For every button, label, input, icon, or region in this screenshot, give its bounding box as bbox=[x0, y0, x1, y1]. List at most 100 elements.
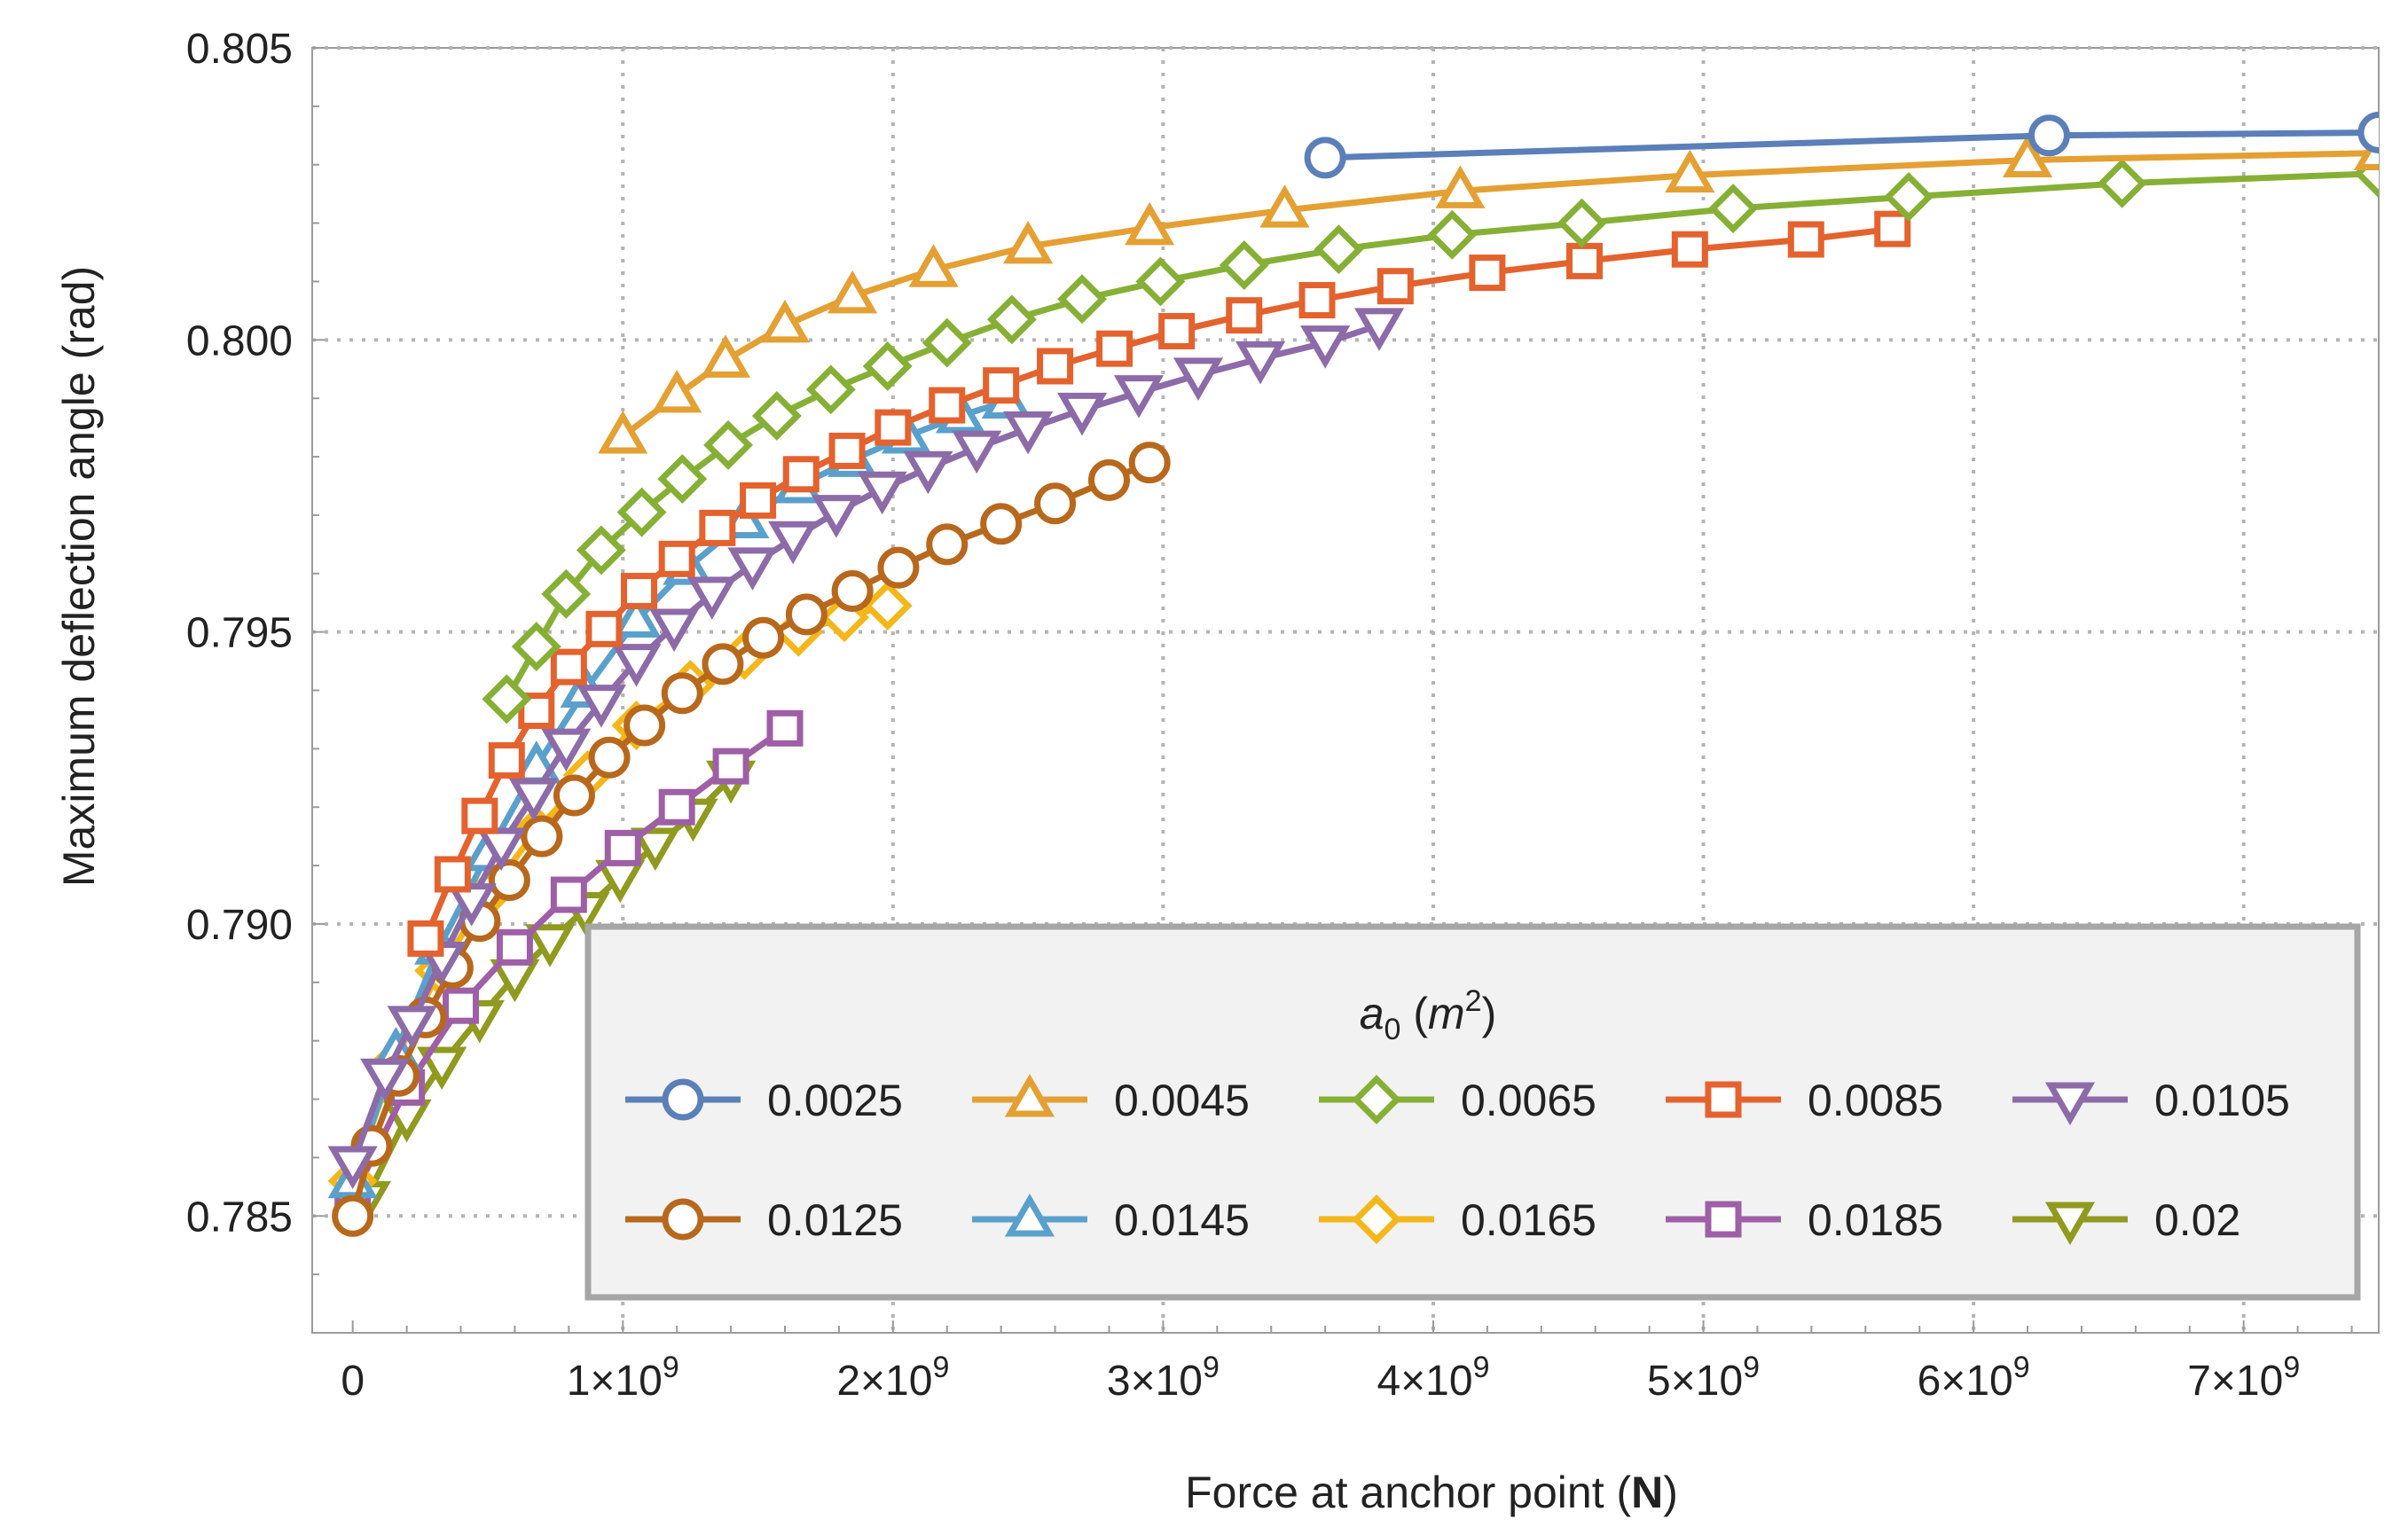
data-point bbox=[903, 450, 953, 495]
data-point bbox=[446, 883, 497, 927]
legend-label: 0.0145 bbox=[1114, 1195, 1250, 1245]
x-tick-label-base: 2×10 bbox=[836, 1358, 932, 1405]
data-point bbox=[1235, 341, 1286, 385]
x-axis-title-unit: N bbox=[1631, 1468, 1663, 1517]
y-tick-label: 0.785 bbox=[186, 1194, 293, 1241]
legend-title-open-paren: ( bbox=[1400, 989, 1428, 1038]
x-tick-label: 6×109 bbox=[1918, 1351, 2030, 1405]
legend-label: 0.0185 bbox=[1808, 1195, 1943, 1245]
data-point bbox=[521, 815, 563, 857]
x-tick-label: 0 bbox=[341, 1358, 365, 1405]
legend-marker bbox=[1004, 1074, 1055, 1117]
data-point bbox=[686, 576, 737, 620]
data-point bbox=[630, 827, 680, 872]
legend-marker bbox=[1352, 1194, 1401, 1244]
data-point bbox=[407, 920, 444, 957]
data-point bbox=[611, 594, 662, 638]
legend-entry-0.0145: 0.0145 bbox=[972, 1194, 1250, 1245]
legend-title: a0 (m2) bbox=[1360, 984, 1497, 1046]
x-tick-label: 3×109 bbox=[1107, 1351, 1220, 1405]
legend-entry-0.0065: 0.0065 bbox=[1319, 1075, 1596, 1125]
series-0.0105 bbox=[327, 308, 1405, 1189]
x-axis-title: Force at anchor point (N) bbox=[1185, 1468, 1678, 1517]
data-point bbox=[621, 573, 658, 610]
data-point bbox=[980, 503, 1023, 545]
data-point bbox=[550, 876, 587, 913]
data-point bbox=[699, 509, 736, 546]
data-point bbox=[703, 419, 753, 470]
data-point bbox=[1226, 297, 1263, 334]
data-point bbox=[1435, 165, 1486, 208]
legend-marker bbox=[1705, 1081, 1742, 1118]
legend-label: 0.0045 bbox=[1114, 1076, 1250, 1125]
data-point bbox=[1298, 282, 1336, 319]
data-point bbox=[811, 495, 861, 538]
x-tick-label-base: 3×10 bbox=[1107, 1358, 1203, 1405]
data-point bbox=[862, 341, 913, 391]
x-tick-label-base: 0 bbox=[341, 1358, 365, 1405]
x-tick-label: 1×109 bbox=[567, 1351, 679, 1405]
legend-title-var: a bbox=[1360, 989, 1384, 1038]
series-0.0085 bbox=[407, 210, 1911, 957]
legend-label: 0.02 bbox=[2154, 1195, 2240, 1245]
data-point bbox=[443, 987, 480, 1024]
data-point bbox=[658, 540, 695, 577]
data-point bbox=[2028, 114, 2070, 157]
data-point bbox=[611, 644, 662, 687]
series-0.0125 bbox=[332, 442, 1171, 1237]
data-point bbox=[1665, 149, 1715, 193]
data-point bbox=[461, 797, 498, 834]
legend-entry-0.0125: 0.0125 bbox=[625, 1195, 903, 1245]
data-point bbox=[616, 487, 667, 537]
data-point bbox=[782, 456, 820, 493]
data-point bbox=[541, 568, 592, 619]
series-0.0025 bbox=[1304, 112, 2379, 179]
data-point bbox=[805, 364, 856, 415]
x-tick-label-exp: 9 bbox=[2013, 1351, 2030, 1384]
x-tick-label-base: 5×10 bbox=[1647, 1358, 1743, 1405]
data-point bbox=[768, 521, 819, 565]
legend-entry-0.0025: 0.0025 bbox=[625, 1076, 903, 1125]
legend-marker bbox=[662, 1078, 704, 1121]
data-point bbox=[877, 546, 920, 589]
data-point bbox=[661, 672, 703, 715]
legend-title-sub: 0 bbox=[1384, 1013, 1401, 1046]
data-point bbox=[766, 709, 804, 747]
data-point bbox=[1708, 184, 1759, 234]
x-tick-label-base: 7×10 bbox=[2187, 1358, 2283, 1405]
legend-label: 0.0025 bbox=[767, 1076, 903, 1125]
legend-entries: 0.0025 0.0045 0.0065 0.0085 0.0105 0.0125 0.01… bbox=[625, 1074, 2290, 1245]
y-tick-label: 0.805 bbox=[186, 26, 293, 73]
data-point bbox=[1787, 221, 1824, 258]
data-point bbox=[1557, 198, 1607, 248]
y-tick-label: 0.800 bbox=[186, 317, 293, 364]
data-point bbox=[926, 523, 969, 566]
x-tick-label: 5×109 bbox=[1647, 1351, 1760, 1405]
data-point bbox=[417, 1046, 467, 1091]
data-point bbox=[1057, 274, 1107, 325]
x-axis-ticks: 0 1×109 2×109 3×109 4×109 5×109 6×109 7×10 9 bbox=[341, 1320, 2353, 1405]
data-point bbox=[1087, 458, 1130, 501]
data-point bbox=[332, 1194, 374, 1237]
data-point bbox=[1354, 308, 1405, 351]
data-point bbox=[476, 827, 527, 872]
legend-label: 0.0085 bbox=[1808, 1076, 1943, 1125]
legend-title-unit: m bbox=[1428, 989, 1465, 1038]
data-point bbox=[751, 390, 802, 441]
data-point bbox=[1128, 442, 1171, 484]
x-tick-label: 4×109 bbox=[1377, 1351, 1489, 1405]
data-point bbox=[657, 454, 708, 505]
data-point bbox=[1427, 209, 1478, 260]
data-point bbox=[952, 430, 1002, 474]
data-point bbox=[1096, 330, 1133, 367]
series-0.0185 bbox=[334, 709, 804, 1218]
legend-entry-0.0105: 0.0105 bbox=[2012, 1076, 2290, 1125]
x-tick-label: 2×109 bbox=[836, 1351, 949, 1405]
data-point bbox=[496, 928, 533, 966]
data-point bbox=[1034, 482, 1077, 525]
data-point bbox=[1158, 312, 1196, 349]
legend-entry-0.0045: 0.0045 bbox=[972, 1074, 1250, 1125]
x-axis-title-text: Force at anchor point bbox=[1185, 1468, 1604, 1517]
data-point bbox=[1113, 375, 1165, 419]
